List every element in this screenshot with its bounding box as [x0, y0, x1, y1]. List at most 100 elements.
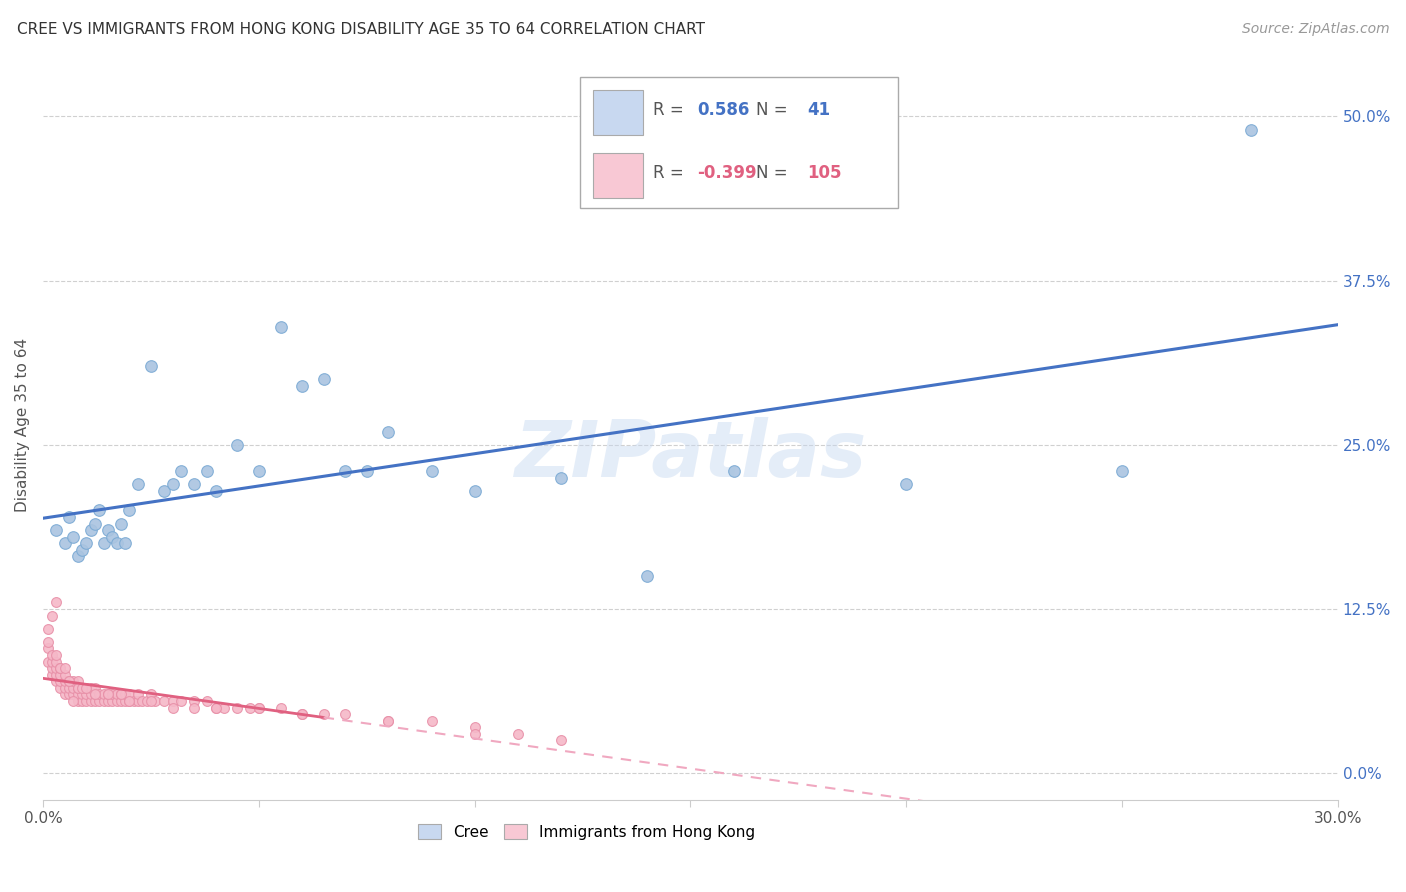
Point [37, 655, 59, 669]
Text: CREE VS IMMIGRANTS FROM HONG KONG DISABILITY AGE 35 TO 64 CORRELATION CHART: CREE VS IMMIGRANTS FROM HONG KONG DISABI… [17, 22, 704, 37]
Point [45, 595, 67, 609]
Point [45, 661, 67, 675]
Point [101, 530, 124, 544]
Text: R =: R = [652, 164, 689, 182]
Point [66, 549, 89, 564]
Point [97, 523, 120, 537]
Point [105, 536, 128, 550]
Text: N =: N = [756, 164, 793, 182]
Point [162, 477, 184, 491]
Point [377, 714, 399, 728]
Point [58, 674, 80, 689]
Point [41, 661, 63, 675]
Point [70, 694, 93, 708]
Text: N =: N = [756, 101, 793, 120]
Point [226, 438, 249, 452]
Point [70, 542, 93, 557]
Point [464, 483, 486, 498]
Point [70, 687, 93, 701]
Point [53, 687, 76, 701]
Point [66, 687, 89, 701]
Text: 41: 41 [807, 101, 830, 120]
Point [335, 464, 357, 478]
Point [84, 681, 107, 695]
Point [75, 681, 97, 695]
Point [183, 700, 205, 714]
Point [75, 681, 97, 695]
Point [45, 667, 67, 681]
Point [45, 674, 67, 689]
Point [110, 687, 132, 701]
Point [110, 687, 132, 701]
Point [37, 622, 59, 636]
Legend: Cree, Immigrants from Hong Kong: Cree, Immigrants from Hong Kong [412, 818, 762, 846]
Point [377, 714, 399, 728]
Point [139, 359, 162, 373]
FancyBboxPatch shape [593, 90, 643, 135]
Point [131, 694, 153, 708]
Point [127, 694, 149, 708]
Point [291, 707, 314, 722]
Point [53, 661, 76, 675]
Point [97, 687, 120, 701]
Point [226, 700, 249, 714]
Point [550, 470, 572, 484]
Point [41, 648, 63, 662]
Point [723, 464, 745, 478]
Point [49, 667, 72, 681]
Point [58, 674, 80, 689]
Text: 105: 105 [807, 164, 841, 182]
Point [464, 727, 486, 741]
Point [97, 694, 120, 708]
Point [93, 687, 115, 701]
Point [49, 681, 72, 695]
Point [118, 694, 141, 708]
FancyBboxPatch shape [593, 153, 643, 198]
Point [162, 694, 184, 708]
Point [464, 720, 486, 734]
Point [93, 536, 115, 550]
Point [170, 694, 193, 708]
Text: ZIPatlas: ZIPatlas [515, 417, 866, 493]
Point [135, 694, 157, 708]
Point [153, 694, 176, 708]
Point [114, 687, 136, 701]
Point [270, 700, 292, 714]
Point [62, 674, 84, 689]
Point [53, 536, 76, 550]
Point [335, 707, 357, 722]
Point [84, 687, 107, 701]
Point [62, 530, 84, 544]
Point [79, 687, 101, 701]
Point [506, 727, 529, 741]
Point [66, 681, 89, 695]
Point [62, 694, 84, 708]
Point [139, 687, 162, 701]
Point [105, 694, 128, 708]
Point [1240, 122, 1263, 136]
Point [41, 608, 63, 623]
Point [62, 687, 84, 701]
Point [636, 569, 658, 583]
Point [162, 700, 184, 714]
Point [101, 694, 124, 708]
Point [45, 655, 67, 669]
Text: -0.399: -0.399 [697, 164, 756, 182]
Point [37, 635, 59, 649]
Point [58, 687, 80, 701]
Point [291, 378, 314, 392]
Point [183, 694, 205, 708]
Point [45, 523, 67, 537]
Point [58, 510, 80, 524]
Point [79, 681, 101, 695]
Point [49, 661, 72, 675]
Point [118, 694, 141, 708]
Point [66, 681, 89, 695]
Point [291, 707, 314, 722]
Point [70, 681, 93, 695]
Point [420, 464, 443, 478]
Point [118, 503, 141, 517]
Point [127, 687, 149, 701]
Point [127, 477, 149, 491]
Point [41, 667, 63, 681]
